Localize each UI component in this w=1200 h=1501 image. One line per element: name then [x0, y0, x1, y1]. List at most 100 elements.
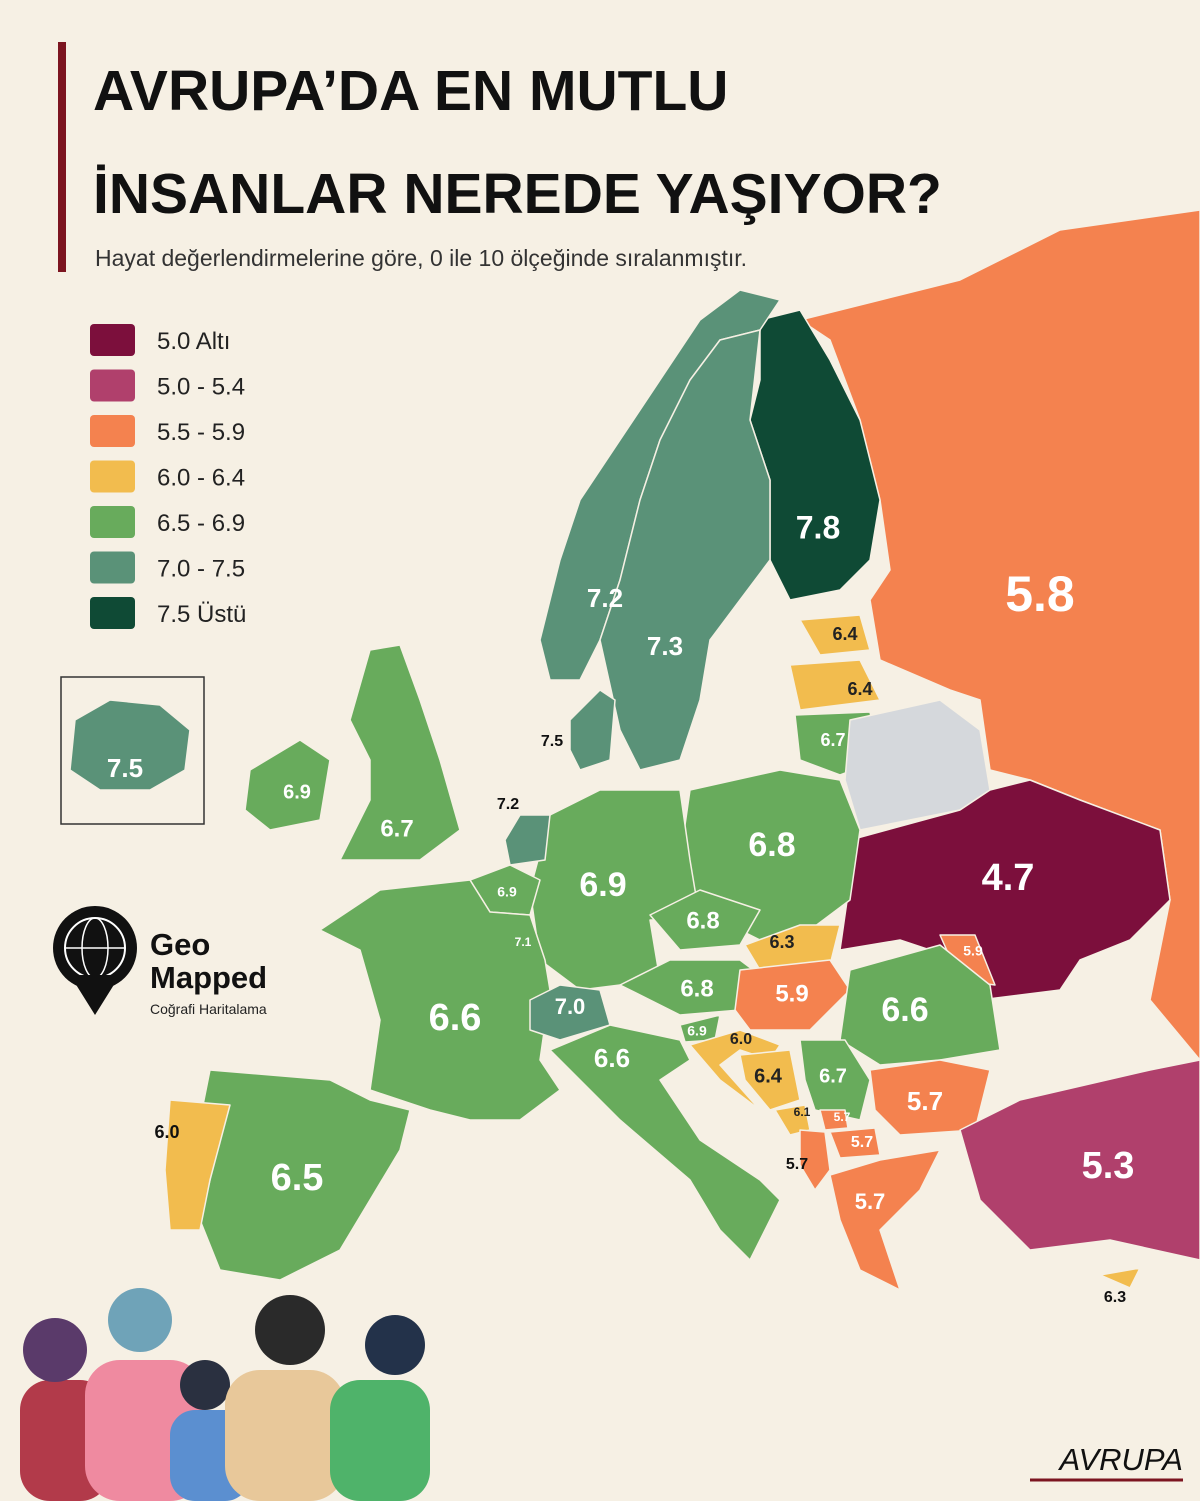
- value-label: 7.2: [497, 796, 519, 813]
- person: [180, 1360, 230, 1410]
- value-label: 6.8: [748, 826, 795, 864]
- value-label: 6.7: [819, 1065, 847, 1087]
- country: [69, 699, 191, 791]
- value-label: 6.5: [271, 1157, 324, 1199]
- country: [799, 1129, 831, 1191]
- value-label: 6.9: [687, 1023, 707, 1039]
- country: [319, 879, 561, 1121]
- value-label: 6.1: [794, 1105, 811, 1119]
- country: [164, 1099, 231, 1231]
- value-label: 6.8: [686, 907, 719, 934]
- logo: Geo Mapped Coğrafi Haritalama: [53, 906, 267, 1017]
- country: [649, 889, 761, 951]
- value-label: 6.4: [847, 679, 872, 699]
- country: [734, 959, 851, 1031]
- legend-label: 5.0 - 5.4: [157, 374, 245, 401]
- value-label: 6.6: [429, 997, 482, 1039]
- title-bar: [58, 42, 66, 272]
- value-label: 5.3: [1082, 1145, 1135, 1187]
- country: [819, 1109, 849, 1131]
- country: [959, 1059, 1200, 1261]
- value-label: 5.7: [907, 1086, 943, 1116]
- value-label: 6.4: [754, 1065, 783, 1087]
- legend-swatch: [90, 324, 135, 356]
- logo-text: Mapped: [150, 960, 267, 995]
- value-label: 6.3: [1104, 1289, 1126, 1306]
- person: [365, 1315, 425, 1375]
- country: [689, 1029, 781, 1111]
- value-label: 5.8: [1005, 566, 1075, 622]
- title: İNSANLAR NEREDE YAŞIYOR?: [93, 162, 942, 226]
- country: [799, 614, 871, 656]
- legend-label: 5.0 Altı: [157, 328, 230, 355]
- value-label: 5.9: [775, 980, 808, 1007]
- logo-tagline: Coğrafi Haritalama: [150, 1001, 267, 1017]
- subtitle: Hayat değerlendirmelerine göre, 0 ile 10…: [95, 245, 747, 271]
- country: [504, 814, 551, 866]
- person: [330, 1380, 430, 1501]
- value-label: 6.6: [594, 1043, 630, 1073]
- value-label: 6.9: [283, 781, 311, 803]
- value-label: 4.7: [982, 857, 1035, 899]
- footer: AVRUPA: [1058, 1442, 1183, 1477]
- country: [799, 1039, 871, 1121]
- value-label: 6.9: [497, 884, 517, 900]
- country: [599, 329, 771, 771]
- person: [255, 1295, 325, 1365]
- country: [739, 1049, 801, 1111]
- value-label: 7.3: [647, 631, 683, 661]
- logo-text: Geo: [150, 927, 210, 962]
- country: [244, 739, 331, 831]
- value-label: 5.7: [834, 1110, 851, 1124]
- value-label: 6.8: [680, 975, 713, 1002]
- legend-swatch: [90, 506, 135, 538]
- legend-label: 6.0 - 6.4: [157, 465, 245, 492]
- legend-label: 6.5 - 6.9: [157, 510, 245, 537]
- country: [339, 644, 461, 861]
- people-illustration: [20, 1288, 430, 1501]
- person: [108, 1288, 172, 1352]
- value-label: 7.2: [587, 583, 623, 613]
- value-label: 6.6: [881, 991, 928, 1029]
- person: [225, 1370, 345, 1501]
- country: [744, 924, 841, 971]
- country: [549, 1024, 781, 1261]
- value-label: 7.5: [541, 733, 563, 750]
- value-label: 5.7: [851, 1134, 873, 1151]
- value-label: 7.5: [107, 753, 143, 783]
- logo-pin: [70, 975, 120, 1015]
- legend-label: 7.5 Üstü: [157, 601, 246, 628]
- value-label: 6.4: [832, 624, 857, 644]
- country: [829, 1127, 881, 1159]
- inset-frame: [60, 676, 205, 825]
- value-label: 6.0: [730, 1031, 752, 1048]
- value-label: 6.9: [579, 866, 626, 904]
- value-label: 6.7: [380, 815, 413, 842]
- legend-swatch: [90, 369, 135, 402]
- value-label: 5.7: [855, 1189, 886, 1214]
- legend-label: 7.0 - 7.5: [157, 556, 245, 583]
- country: [829, 1149, 941, 1291]
- map: [69, 209, 1200, 1291]
- country: [1099, 1267, 1141, 1289]
- value-label: 6.3: [769, 932, 794, 952]
- legend-swatch: [90, 415, 135, 447]
- value-label: 7.0: [555, 994, 586, 1019]
- legend: 5.0 Altı 5.0 - 5.4 5.5 - 5.9 6.0 - 6.4 6.5 -…: [90, 324, 246, 629]
- value-label: 5.9: [963, 943, 983, 959]
- legend-swatch: [90, 551, 135, 584]
- value-label: 6.0: [154, 1122, 179, 1142]
- legend-label: 5.5 - 5.9: [157, 419, 245, 446]
- country: [789, 659, 881, 711]
- value-label: 7.8: [796, 509, 840, 545]
- value-label: 7.1: [515, 935, 532, 949]
- country: [569, 689, 616, 771]
- legend-swatch: [90, 460, 135, 493]
- title: AVRUPA’DA EN MUTLU: [93, 59, 728, 123]
- map-labels: 5.8 7.8 7.2 7.3 7.5 7.5 6.4 6.4 6.7 4.7 5.9 6.8 6.9 7…: [107, 509, 1134, 1306]
- value-label: 5.7: [786, 1156, 808, 1173]
- value-label: 6.7: [820, 730, 845, 750]
- person: [23, 1318, 87, 1382]
- country: [839, 779, 1171, 1001]
